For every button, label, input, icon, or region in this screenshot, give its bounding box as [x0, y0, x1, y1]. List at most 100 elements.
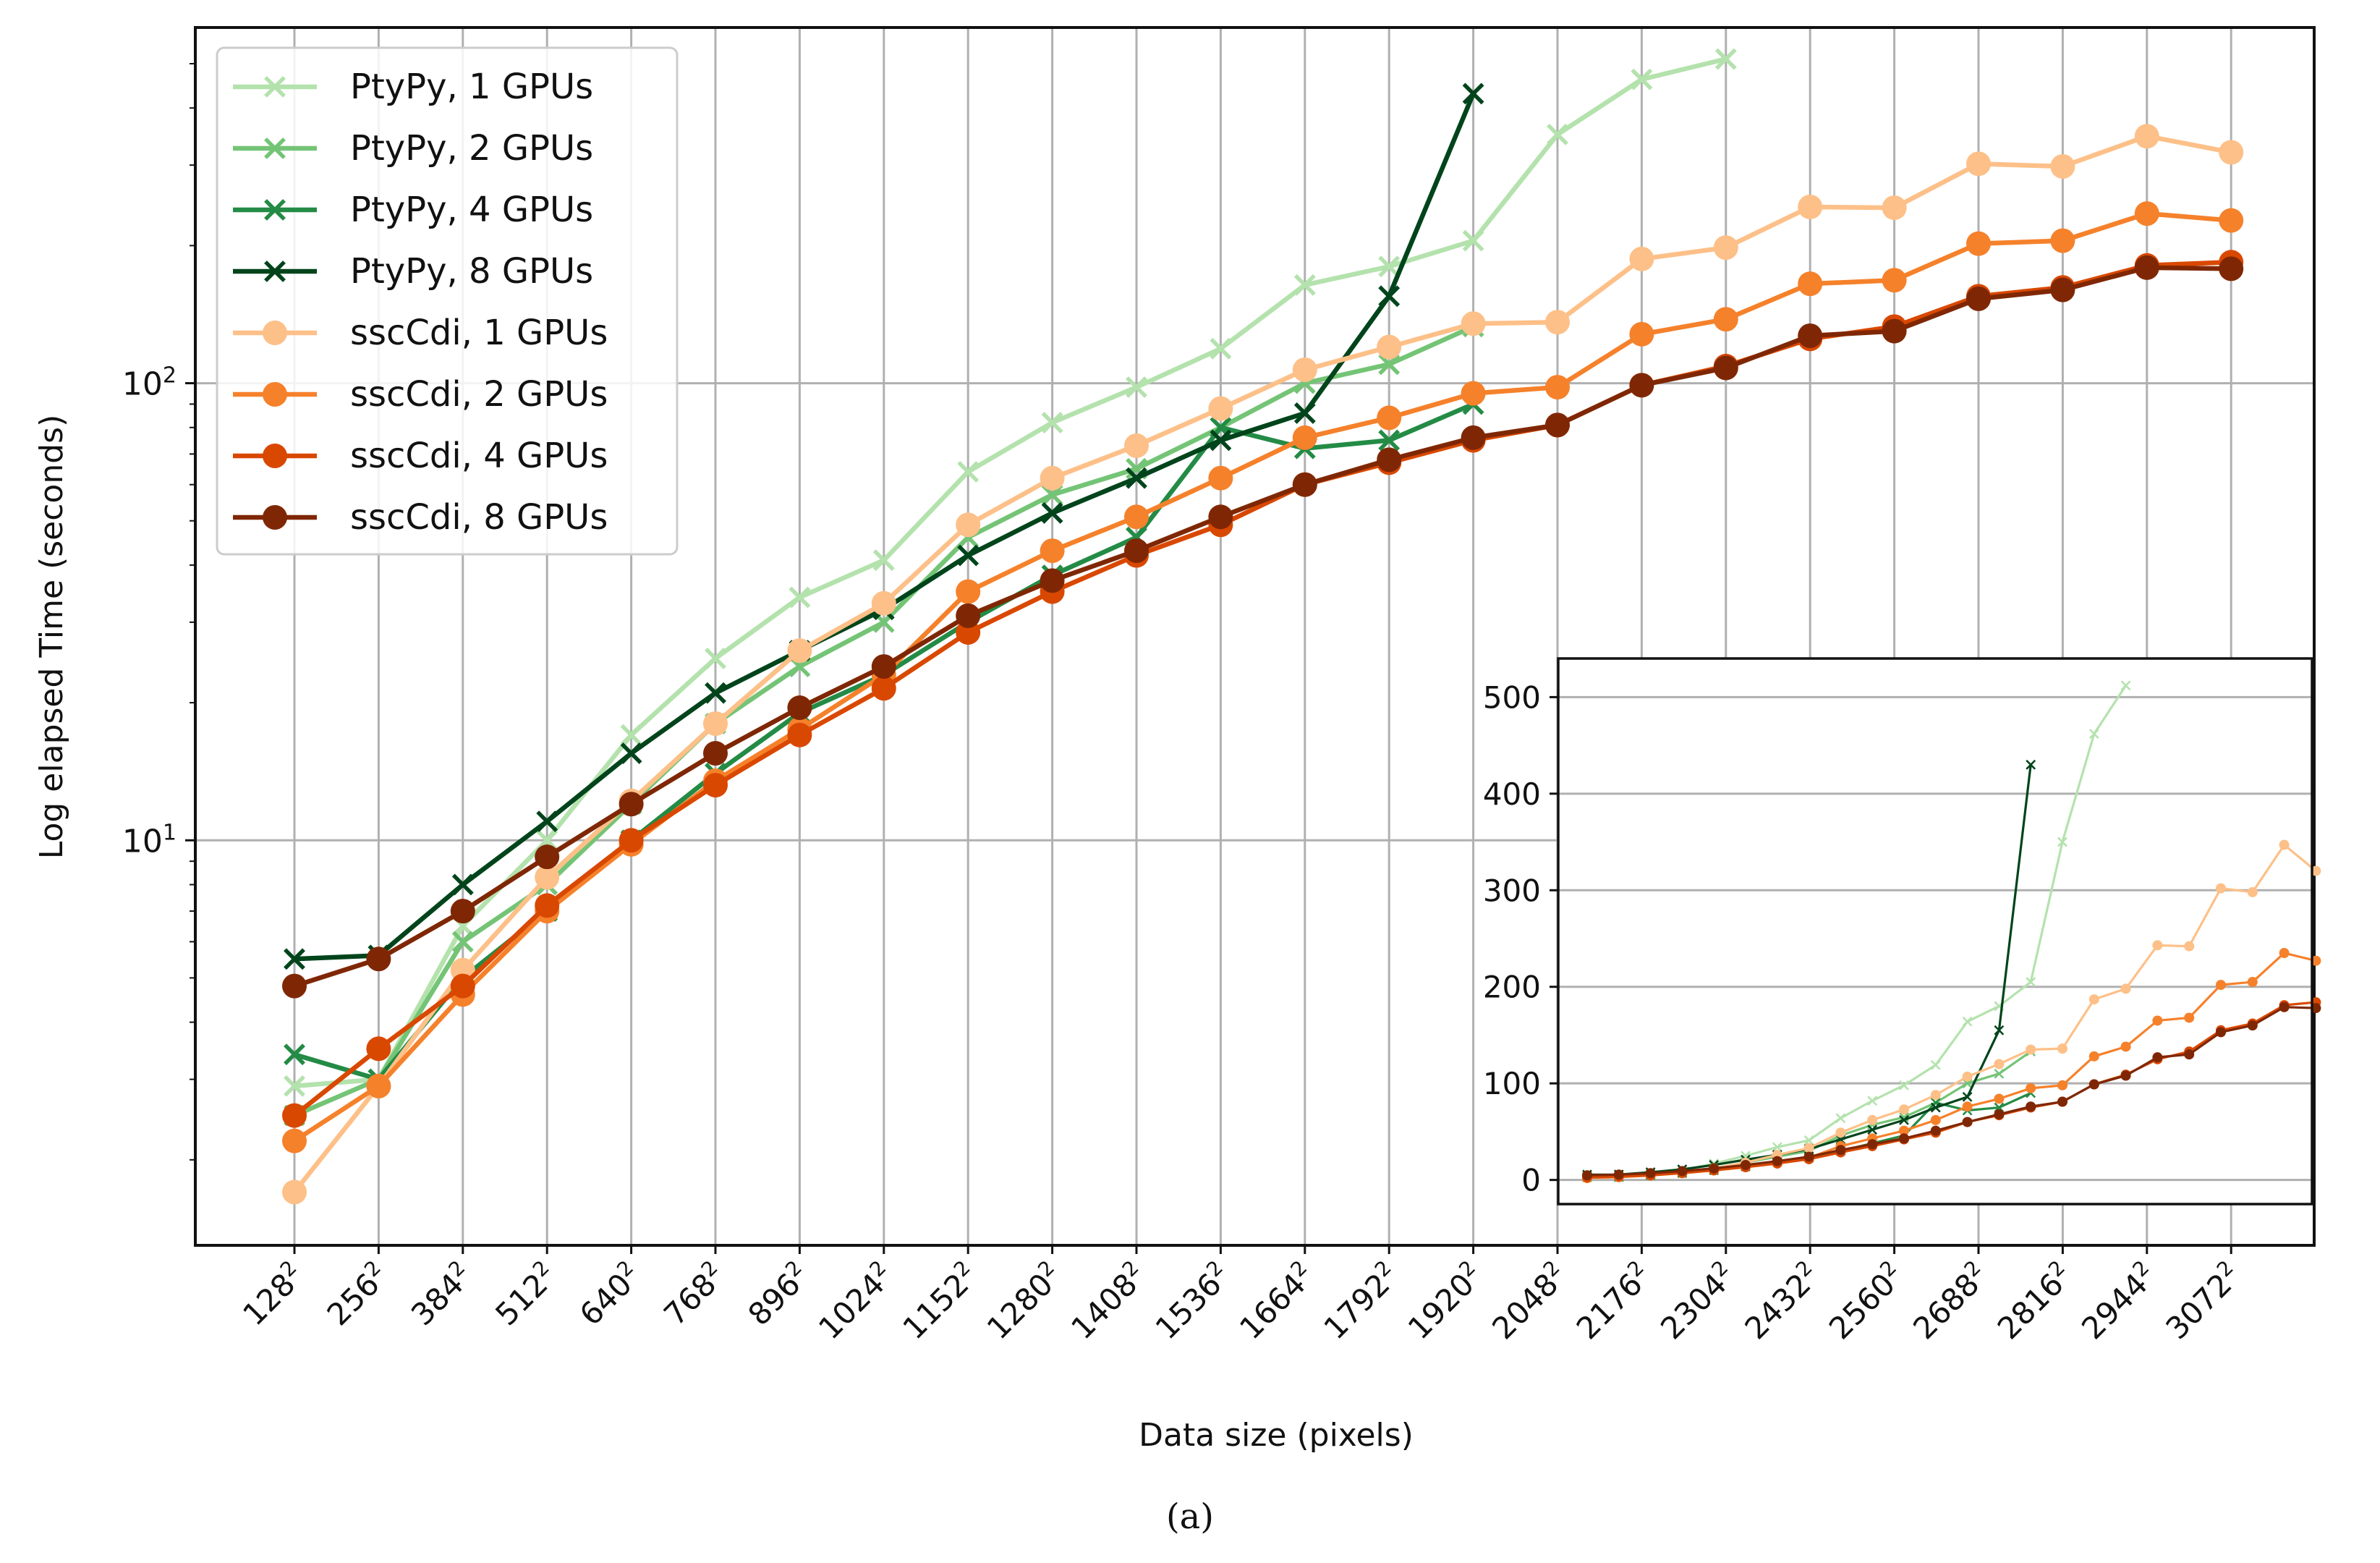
inset-data-point [2216, 1027, 2226, 1038]
series-line [293, 211, 2232, 1143]
data-point [1377, 334, 1402, 360]
inset-background [1558, 658, 2312, 1204]
inset-chart: 0 100 200 300 400 500 [1483, 657, 2321, 1206]
inset-data-point [2152, 940, 2163, 951]
series-ssccdi-8-gpus [282, 255, 2244, 999]
data-point [1292, 425, 1317, 450]
legend-marker [263, 444, 287, 468]
series-ptypy-1-gpus [284, 48, 1737, 1097]
legend-box [216, 46, 679, 556]
data-point [2219, 256, 2244, 281]
main-plot-frame [194, 26, 2316, 1247]
inset-data-point [1962, 1016, 1973, 1027]
inset-data-point [2120, 1070, 2131, 1081]
data-point [1545, 375, 1570, 400]
inset-data-point [1930, 1114, 1941, 1125]
inset-data-point [1930, 1059, 1941, 1070]
data-point [535, 844, 560, 870]
inset-y-tick-label: 300 [1483, 873, 1541, 908]
inset-data-point [2057, 1043, 2067, 1054]
inset-data-point [1709, 1163, 1720, 1174]
inset-data-point [1803, 1151, 1814, 1162]
inset-data-point [1899, 1133, 1909, 1144]
inset-data-point [2057, 1080, 2067, 1090]
data-point [956, 579, 981, 604]
data-point [1882, 268, 1907, 293]
data-point [705, 647, 726, 669]
inset-data-point [2026, 1083, 2036, 1093]
inset-y-tick-label: 500 [1483, 679, 1541, 715]
inset-data-point [2057, 836, 2067, 847]
data-point [619, 828, 644, 853]
legend-marker [264, 76, 286, 98]
data-point [450, 899, 475, 924]
inset-data-point [2120, 983, 2131, 994]
inset-data-point [2120, 680, 2131, 691]
legend-marker [264, 199, 286, 221]
inset-data-point [2026, 977, 2036, 987]
data-point [1461, 381, 1486, 406]
data-point [1208, 396, 1233, 421]
data-point [1293, 402, 1316, 424]
data-point [282, 1179, 307, 1205]
data-point [2219, 140, 2244, 165]
inset-data-point [2026, 1044, 2036, 1055]
inset-y-tick-label: 200 [1483, 970, 1541, 1005]
inset-data-point [2247, 886, 2258, 897]
inset-y-tick-label: 400 [1483, 776, 1541, 812]
inset-data-point [1962, 1101, 1973, 1112]
data-point [1208, 504, 1233, 530]
data-point [1966, 151, 1991, 177]
inset-data-point [2184, 1049, 2195, 1060]
inset-data-point [1835, 1113, 1846, 1124]
inset-data-point [1835, 1145, 1846, 1156]
inset-data-point [2152, 1015, 2163, 1026]
inset-data-point [2216, 980, 2226, 991]
inset-data-point [1582, 1170, 1592, 1181]
legend: PtyPy, 1 GPUs PtyPy, 2 GPUs PtyPy, 4 GPUs P… [216, 46, 679, 556]
data-point [2134, 201, 2159, 226]
inset-data-point [1899, 1080, 1909, 1090]
data-point [1377, 405, 1402, 431]
inset-data-point [2247, 977, 2258, 988]
inset-data-point [1867, 1124, 1878, 1135]
inset-data-point [1867, 1096, 1878, 1106]
data-point [1631, 68, 1653, 90]
inset-data-point [1899, 1115, 1909, 1125]
inset-data-point [1613, 1169, 1624, 1180]
inset-data-point [1803, 1143, 1814, 1153]
figure-caption: (a) [1165, 1496, 1215, 1537]
inset-data-point [1994, 1059, 2005, 1069]
legend-entry: sscCdi, 1 GPUs [350, 313, 608, 353]
data-point [957, 544, 979, 567]
legend-entry: PtyPy, 2 GPUs [350, 128, 593, 169]
data-point [282, 1103, 307, 1128]
data-point [2219, 208, 2244, 233]
data-point [1210, 337, 1232, 360]
inset-data-point [1645, 1168, 1656, 1179]
legend-entry: PtyPy, 8 GPUs [350, 251, 593, 292]
data-point [1713, 307, 1738, 332]
data-point [284, 948, 305, 970]
inset-data-point [2184, 941, 2195, 952]
inset-series-line [1586, 1006, 2316, 1177]
data-point [787, 638, 812, 664]
data-point [535, 865, 560, 890]
data-point [2050, 277, 2075, 302]
data-point [620, 742, 642, 764]
data-point [1547, 123, 1568, 145]
data-point [1126, 467, 1147, 489]
data-point [1798, 323, 1823, 348]
data-point [705, 682, 726, 704]
data-point [1126, 376, 1147, 399]
y-tick-label: 101 [122, 820, 177, 860]
inset-data-point [2152, 1052, 2163, 1063]
data-point [1714, 48, 1737, 70]
series-line [294, 265, 2232, 988]
main-series-layer [282, 48, 2244, 1205]
data-point [282, 1128, 307, 1153]
data-point [956, 512, 981, 538]
legend-marker [264, 260, 286, 282]
data-point [1462, 82, 1484, 105]
inset-data-point [2311, 865, 2321, 876]
